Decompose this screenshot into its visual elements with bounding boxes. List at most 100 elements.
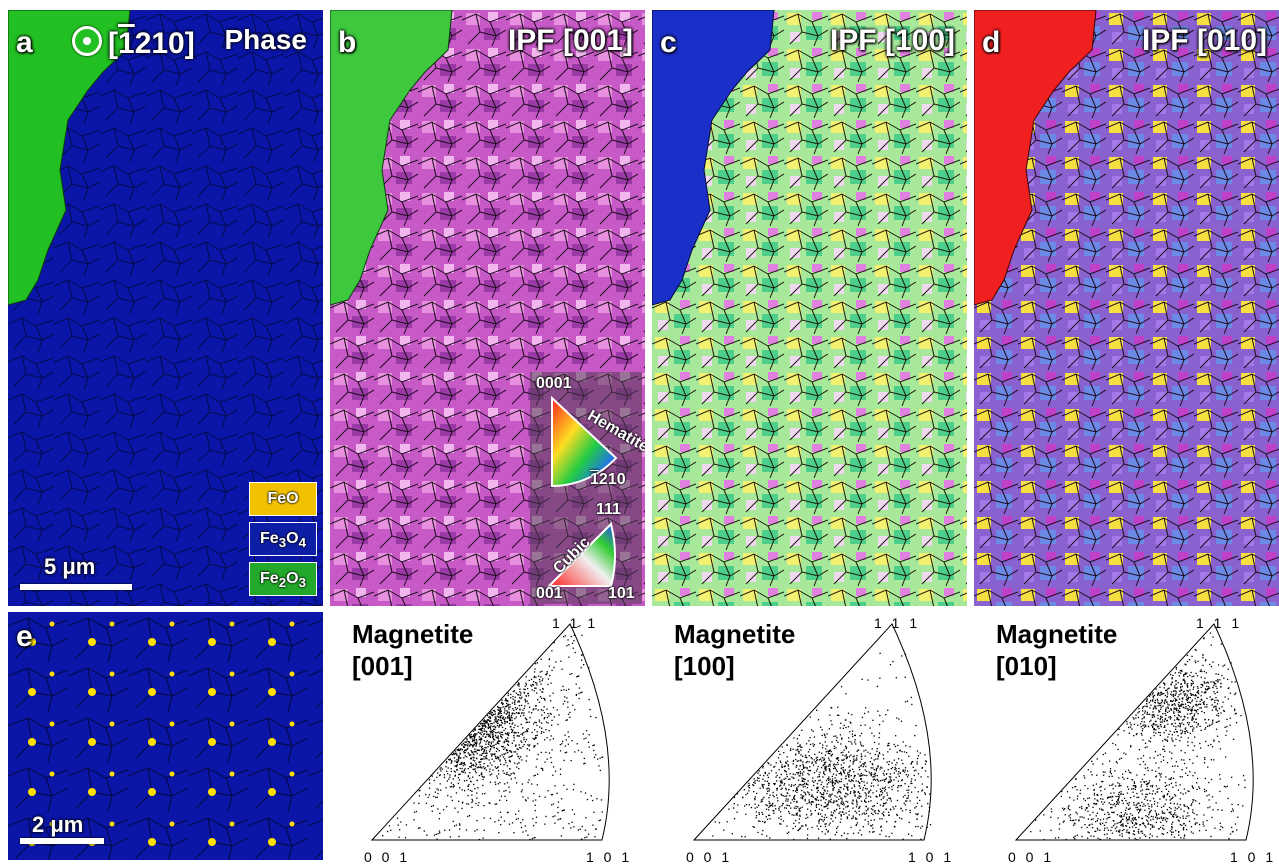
orientation-point bbox=[861, 774, 863, 777]
orientation-point bbox=[1177, 682, 1179, 684]
orientation-point bbox=[882, 797, 884, 799]
orientation-point bbox=[822, 787, 824, 789]
orientation-point bbox=[483, 805, 485, 807]
orientation-point bbox=[484, 746, 486, 749]
orientation-point bbox=[467, 747, 469, 749]
orientation-point bbox=[1141, 778, 1143, 781]
orientation-point bbox=[924, 770, 927, 772]
orientation-point bbox=[793, 737, 795, 739]
key-0001-label: 0001 bbox=[536, 375, 572, 392]
orientation-point bbox=[1192, 762, 1194, 764]
orientation-point bbox=[1106, 818, 1108, 820]
orientation-point bbox=[1174, 672, 1176, 674]
orientation-point bbox=[837, 759, 840, 761]
orientation-point bbox=[877, 756, 879, 758]
orientation-point bbox=[889, 778, 891, 780]
orientation-point bbox=[1138, 749, 1140, 751]
orientation-point bbox=[509, 720, 511, 722]
orientation-point bbox=[1159, 702, 1161, 704]
orientation-point bbox=[526, 748, 528, 750]
orientation-point bbox=[1157, 754, 1159, 757]
orientation-point bbox=[543, 697, 545, 700]
orientation-point bbox=[518, 705, 521, 707]
orientation-point bbox=[901, 818, 903, 820]
orientation-point bbox=[1153, 728, 1155, 730]
orientation-point bbox=[522, 819, 524, 821]
orientation-point bbox=[831, 782, 834, 784]
orientation-point bbox=[798, 829, 800, 831]
orientation-point bbox=[547, 722, 549, 724]
orientation-point bbox=[565, 739, 567, 741]
orientation-point bbox=[455, 765, 457, 767]
orientation-point bbox=[506, 773, 508, 775]
orientation-point bbox=[1191, 785, 1193, 787]
orientation-point bbox=[592, 744, 594, 747]
orientation-point bbox=[794, 754, 797, 756]
orientation-point bbox=[517, 701, 519, 703]
orientation-point bbox=[1132, 788, 1134, 790]
orientation-point bbox=[1147, 767, 1149, 769]
orientation-point bbox=[1186, 683, 1189, 685]
orientation-point bbox=[581, 691, 583, 693]
orientation-point bbox=[1225, 734, 1227, 737]
orientation-point bbox=[469, 744, 471, 747]
orientation-point bbox=[494, 726, 497, 728]
orientation-point bbox=[496, 720, 499, 722]
orientation-point bbox=[1212, 681, 1214, 683]
orientation-point bbox=[522, 745, 524, 748]
orientation-point bbox=[446, 780, 448, 782]
orientation-point bbox=[526, 755, 528, 757]
orientation-point bbox=[435, 796, 437, 799]
orientation-point bbox=[1130, 772, 1132, 774]
orientation-point bbox=[499, 781, 501, 784]
orientation-point bbox=[888, 814, 890, 816]
orientation-point bbox=[492, 735, 495, 737]
orientation-point bbox=[1112, 742, 1114, 745]
orientation-point bbox=[520, 723, 522, 725]
orientation-point bbox=[1058, 836, 1060, 839]
orientation-point bbox=[1192, 730, 1194, 732]
orientation-point bbox=[1189, 726, 1192, 728]
orientation-point bbox=[476, 792, 478, 794]
orientation-point bbox=[567, 706, 569, 708]
orientation-point bbox=[1169, 802, 1172, 804]
orientation-point bbox=[1188, 724, 1190, 726]
orientation-point bbox=[1153, 722, 1155, 725]
orientation-point bbox=[511, 702, 514, 704]
orientation-point bbox=[805, 756, 807, 758]
orientation-point bbox=[445, 766, 447, 768]
orientation-point bbox=[521, 783, 523, 785]
orientation-point bbox=[1192, 832, 1194, 834]
orientation-point bbox=[852, 803, 854, 805]
orientation-point bbox=[1202, 821, 1204, 823]
orientation-point bbox=[1196, 777, 1199, 780]
orientation-point bbox=[1137, 716, 1139, 719]
orientation-point bbox=[1205, 740, 1207, 743]
orientation-point bbox=[439, 812, 441, 814]
orientation-point bbox=[900, 808, 902, 810]
orientation-point bbox=[1149, 810, 1151, 813]
orientation-point bbox=[773, 783, 776, 786]
orientation-point bbox=[1230, 705, 1233, 707]
orientation-point bbox=[893, 743, 895, 746]
orientation-point bbox=[459, 824, 461, 826]
orientation-point bbox=[873, 769, 875, 771]
orientation-point bbox=[1170, 708, 1172, 710]
orientation-point bbox=[475, 743, 478, 745]
orientation-point bbox=[854, 810, 856, 812]
orientation-point bbox=[1178, 820, 1180, 822]
orientation-point bbox=[510, 751, 513, 753]
orientation-point bbox=[867, 821, 869, 823]
orientation-point bbox=[1153, 826, 1155, 828]
orientation-point bbox=[911, 703, 913, 706]
orientation-point bbox=[438, 830, 441, 832]
orientation-point bbox=[1110, 829, 1112, 832]
orientation-point bbox=[1083, 817, 1085, 819]
orientation-point bbox=[1168, 784, 1170, 786]
orientation-point bbox=[1220, 683, 1222, 685]
orientation-point bbox=[860, 765, 862, 767]
orientation-point bbox=[896, 762, 898, 764]
orientation-point bbox=[1191, 803, 1193, 805]
orientation-point bbox=[1156, 836, 1158, 838]
orientation-point bbox=[558, 714, 560, 716]
